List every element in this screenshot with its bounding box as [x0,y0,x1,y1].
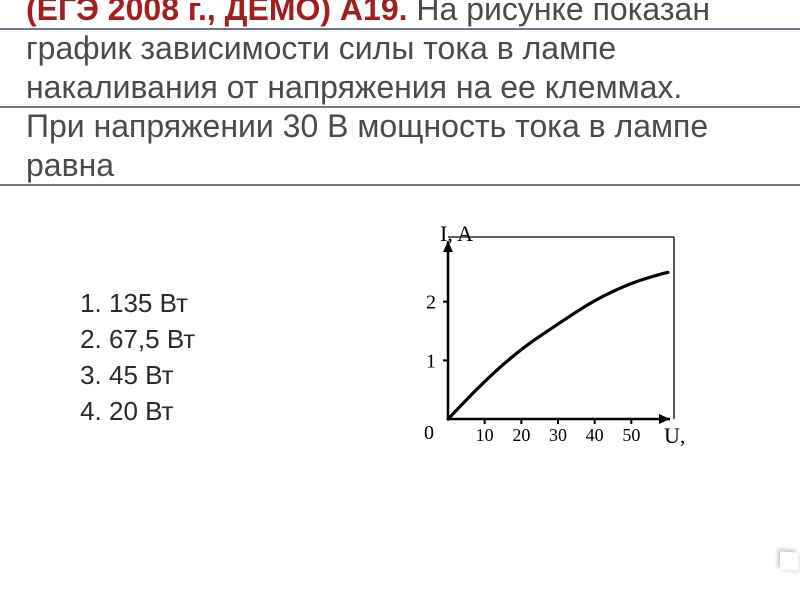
question-body: На рисунке показан график зависимости си… [26,0,710,183]
iv-chart-svg: 1 2 10 20 30 40 50 0 I, A U, B [370,225,690,465]
answer-option: 20 Вт [109,393,195,429]
page-corner-fold [780,551,798,570]
svg-text:0: 0 [424,422,434,444]
svg-text:20: 20 [512,425,530,445]
answer-option: 67,5 Вт [109,321,195,357]
question-prefix: (ЕГЭ 2008 г., ДЕМО) А19. [26,0,408,27]
svg-text:1: 1 [426,350,436,372]
svg-text:2: 2 [426,292,436,314]
slide: (ЕГЭ 2008 г., ДЕМО) А19. На рисунке пока… [0,0,800,600]
answer-list: 135 Вт67,5 Вт45 Вт20 Вт [75,285,195,429]
svg-text:40: 40 [586,425,604,445]
answer-option: 135 Вт [109,285,195,321]
svg-text:I, A: I, A [440,225,473,246]
svg-text:30: 30 [549,425,567,445]
answer-option: 45 Вт [109,357,195,393]
iv-chart: 1 2 10 20 30 40 50 0 I, A U, B [370,225,690,465]
svg-text:10: 10 [476,425,494,445]
svg-text:50: 50 [622,425,640,445]
question-text: (ЕГЭ 2008 г., ДЕМО) А19. На рисунке пока… [26,0,746,185]
svg-text:U, B: U, B [664,423,690,448]
